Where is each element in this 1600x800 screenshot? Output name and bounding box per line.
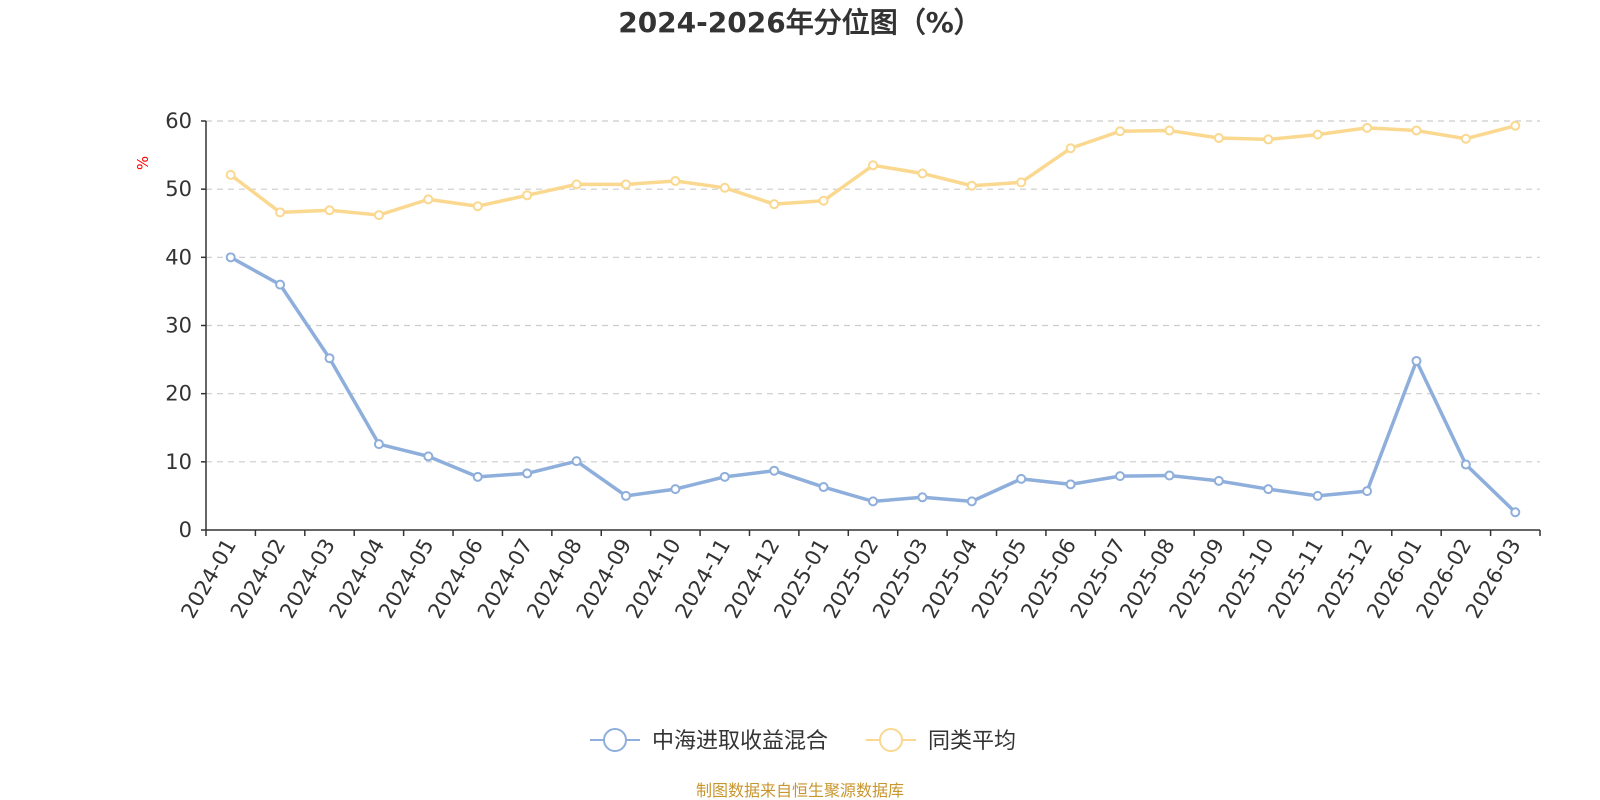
data-point[interactable] [1016, 177, 1027, 188]
data-point[interactable] [373, 439, 384, 450]
series-layer [225, 120, 1521, 518]
data-point[interactable] [225, 252, 236, 263]
data-point[interactable] [324, 353, 335, 364]
legend-label: 同类平均 [928, 729, 1016, 754]
data-point[interactable] [719, 182, 730, 193]
data-point[interactable] [719, 471, 730, 482]
data-point[interactable] [1016, 473, 1027, 484]
y-tick-label: 20 [165, 382, 192, 406]
data-point[interactable] [1164, 470, 1175, 481]
data-point[interactable] [423, 451, 434, 462]
data-point[interactable] [917, 492, 928, 503]
data-point[interactable] [1460, 133, 1471, 144]
data-point[interactable] [275, 279, 286, 290]
axes [201, 120, 1541, 536]
data-point[interactable] [670, 175, 681, 186]
data-point[interactable] [1065, 479, 1076, 490]
series-line [229, 124, 1516, 217]
data-point[interactable] [1510, 507, 1521, 518]
data-point[interactable] [1115, 471, 1126, 482]
data-point[interactable] [472, 471, 483, 482]
data-point[interactable] [1411, 125, 1422, 136]
series-0 [225, 252, 1521, 518]
y-axis-ticks: 0 10 20 30 40 50 60 [165, 109, 192, 542]
legend-circle-symbol [603, 728, 627, 752]
data-point[interactable] [1312, 129, 1323, 140]
data-point[interactable] [620, 179, 631, 190]
data-point[interactable] [1312, 490, 1323, 501]
data-point[interactable] [1362, 486, 1373, 497]
data-point[interactable] [818, 195, 829, 206]
y-tick-label: 10 [165, 450, 192, 474]
data-point[interactable] [1164, 125, 1175, 136]
data-point[interactable] [1460, 459, 1471, 470]
y-axis-unit: % [134, 156, 152, 170]
data-point[interactable] [1510, 120, 1521, 131]
data-point[interactable] [1065, 143, 1076, 154]
y-tick-label: 0 [179, 518, 192, 542]
data-point[interactable] [324, 205, 335, 216]
data-source-note: 制图数据来自恒生聚源数据库 [696, 781, 904, 800]
data-point[interactable] [522, 468, 533, 479]
x-axis-ticks: 2024-012024-022024-032024-042024-052024-… [176, 535, 1525, 623]
legend-item-0[interactable]: 中海进取收益混合 [590, 728, 828, 754]
series-line [229, 255, 1517, 514]
data-point[interactable] [571, 456, 582, 467]
data-point[interactable] [1263, 134, 1274, 145]
data-point[interactable] [373, 210, 384, 221]
data-point[interactable] [966, 180, 977, 191]
legend-label: 中海进取收益混合 [652, 729, 828, 754]
data-point[interactable] [620, 490, 631, 501]
y-tick-label: 50 [165, 177, 192, 201]
legend-circle-symbol [879, 728, 903, 752]
data-point[interactable] [1213, 475, 1224, 486]
chart-title: 2024-2026年分位图（%） [618, 6, 982, 39]
legend[interactable]: 中海进取收益混合 同类平均 [590, 728, 1016, 754]
data-point[interactable] [1411, 355, 1422, 366]
data-point[interactable] [1213, 133, 1224, 144]
y-tick-label: 30 [165, 314, 192, 338]
series-1 [225, 120, 1521, 221]
y-tick-label: 60 [165, 109, 192, 133]
data-point[interactable] [423, 194, 434, 205]
data-point[interactable] [472, 201, 483, 212]
data-point[interactable] [670, 484, 681, 495]
data-point[interactable] [1115, 126, 1126, 137]
data-point[interactable] [868, 160, 878, 171]
data-point[interactable] [1263, 484, 1274, 495]
legend-item-1[interactable]: 同类平均 [866, 728, 1016, 754]
data-point[interactable] [966, 496, 977, 507]
y-tick-label: 40 [165, 245, 192, 269]
data-point[interactable] [571, 179, 582, 190]
data-point[interactable] [818, 482, 829, 493]
data-point[interactable] [769, 199, 780, 210]
data-point[interactable] [1362, 122, 1373, 133]
data-point[interactable] [522, 190, 533, 201]
data-point[interactable] [225, 169, 236, 180]
data-point[interactable] [868, 496, 878, 507]
data-point[interactable] [917, 168, 928, 179]
data-point[interactable] [275, 207, 286, 218]
data-point[interactable] [769, 465, 780, 476]
grid-lines [206, 120, 1540, 463]
